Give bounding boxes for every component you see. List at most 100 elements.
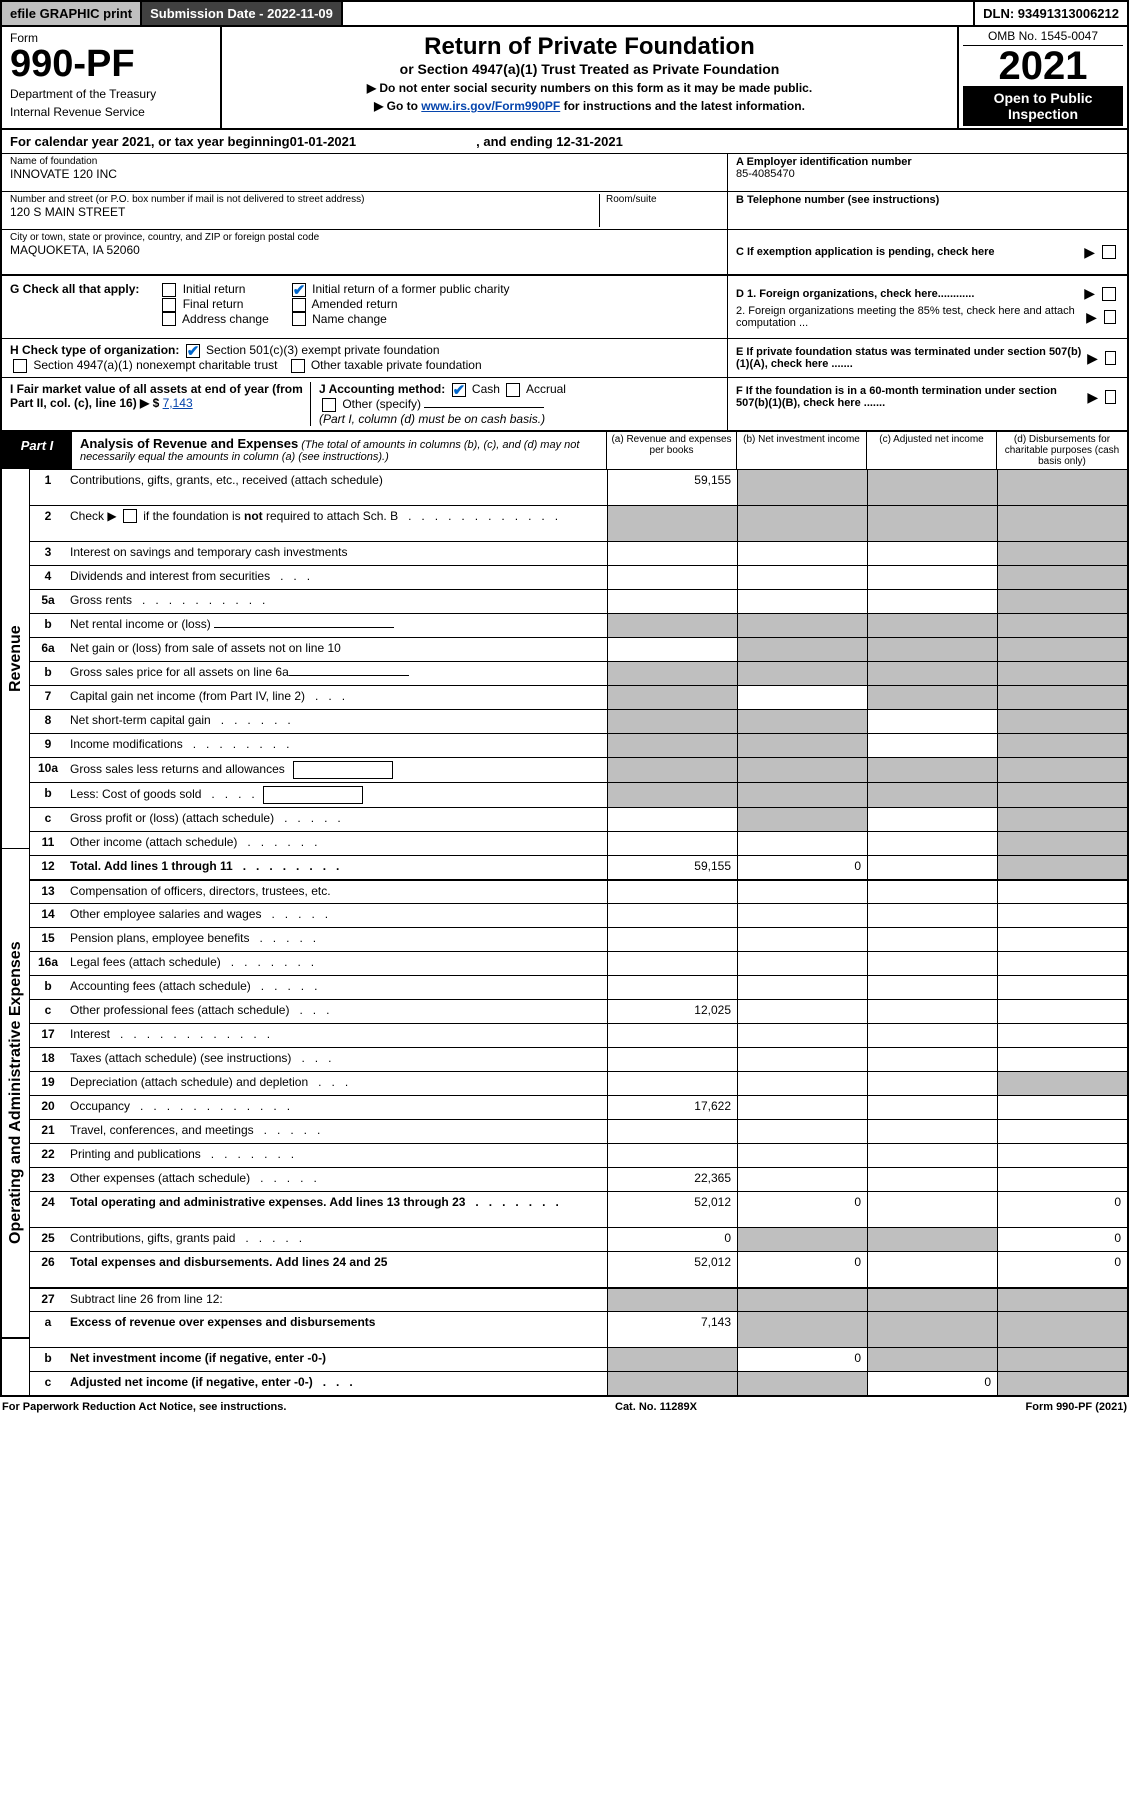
part1-title: Analysis of Revenue and Expenses	[80, 436, 298, 451]
checkbox-4947[interactable]	[13, 359, 27, 373]
checkbox-d2[interactable]	[1104, 310, 1116, 324]
arrow-icon: ▶	[1084, 244, 1095, 261]
line-num: 10a	[30, 758, 66, 782]
cell-b: 0	[737, 856, 867, 879]
line-desc: Depreciation (attach schedule) and deple…	[66, 1072, 607, 1095]
line-num: b	[30, 1348, 66, 1371]
line-desc: Net gain or (loss) from sale of assets n…	[66, 638, 607, 661]
line-num: 4	[30, 566, 66, 589]
initial-former-label: Initial return of a former public charit…	[312, 282, 509, 296]
line-num: a	[30, 1312, 66, 1347]
irs-label: Internal Revenue Service	[10, 105, 212, 119]
part1-header: Part I Analysis of Revenue and Expenses …	[0, 430, 1129, 469]
form-number: 990-PF	[10, 45, 212, 83]
checkbox-other-taxable[interactable]	[291, 359, 305, 373]
line-num: 2	[30, 506, 66, 541]
line-desc: Adjusted net income (if negative, enter …	[66, 1372, 607, 1395]
checkbox-c[interactable]	[1102, 245, 1116, 259]
line-desc: Subtract line 26 from line 12:	[66, 1289, 607, 1311]
checkbox-cash[interactable]	[452, 383, 466, 397]
col-d-header: (d) Disbursements for charitable purpose…	[997, 432, 1127, 469]
other-specify-label: Other (specify)	[342, 397, 421, 411]
arrow-icon: ▶	[1084, 285, 1095, 302]
calendar-year-row: For calendar year 2021, or tax year begi…	[0, 130, 1129, 154]
cell-a: 0	[607, 1228, 737, 1251]
phone-label: B Telephone number (see instructions)	[736, 194, 1119, 206]
initial-return-label: Initial return	[183, 282, 246, 296]
line-num: 27	[30, 1289, 66, 1311]
line-desc: Dividends and interest from securities .…	[66, 566, 607, 589]
line-num: b	[30, 783, 66, 807]
d2-label: 2. Foreign organizations meeting the 85%…	[736, 305, 1086, 329]
line-desc: Travel, conferences, and meetings . . . …	[66, 1120, 607, 1143]
footer-center: Cat. No. 11289X	[615, 1401, 697, 1413]
line-num: 22	[30, 1144, 66, 1167]
expenses-vert-label: Operating and Administrative Expenses	[2, 849, 30, 1339]
checkbox-address[interactable]	[162, 312, 176, 326]
line-desc: Gross rents . . . . . . . . . .	[66, 590, 607, 613]
line-desc: Excess of revenue over expenses and disb…	[66, 1312, 607, 1347]
final-return-label: Final return	[183, 297, 244, 311]
line-desc: Pension plans, employee benefits . . . .…	[66, 928, 607, 951]
line-desc: Total expenses and disbursements. Add li…	[66, 1252, 607, 1287]
h1-label: Section 501(c)(3) exempt private foundat…	[206, 343, 439, 357]
checkbox-f[interactable]	[1105, 390, 1116, 404]
dept-treasury: Department of the Treasury	[10, 87, 212, 101]
checkbox-e[interactable]	[1105, 351, 1116, 365]
line-desc: Interest on savings and temporary cash i…	[66, 542, 607, 565]
line-desc: Less: Cost of goods sold . . . .	[66, 783, 607, 807]
line-num: 19	[30, 1072, 66, 1095]
instruction-2: ▶ Go to www.irs.gov/Form990PF for instru…	[234, 99, 945, 113]
city-label: City or town, state or province, country…	[10, 232, 719, 243]
revenue-vert-label: Revenue	[2, 469, 30, 849]
line-num: c	[30, 1000, 66, 1023]
line-desc: Gross sales less returns and allowances	[66, 758, 607, 782]
cell-a: 12,025	[607, 1000, 737, 1023]
arrow-icon: ▶	[1087, 389, 1098, 406]
line-desc: Printing and publications . . . . . . .	[66, 1144, 607, 1167]
line-num: b	[30, 614, 66, 637]
checkbox-initial-former[interactable]	[292, 283, 306, 297]
line-num: b	[30, 976, 66, 999]
line-num: 17	[30, 1024, 66, 1047]
line-num: 12	[30, 856, 66, 879]
cell-c: 0	[867, 1372, 997, 1395]
form-header: Form 990-PF Department of the Treasury I…	[0, 27, 1129, 130]
irs-link[interactable]: www.irs.gov/Form990PF	[421, 99, 560, 113]
line-num: 6a	[30, 638, 66, 661]
cell-a: 52,012	[607, 1192, 737, 1227]
line-num: 1	[30, 470, 66, 505]
line-desc: Other income (attach schedule) . . . . .…	[66, 832, 607, 855]
checkbox-other-method[interactable]	[322, 398, 336, 412]
checkbox-d1[interactable]	[1102, 287, 1116, 301]
ein-label: A Employer identification number	[736, 156, 1119, 168]
line-num: 20	[30, 1096, 66, 1119]
checkbox-501c3[interactable]	[186, 344, 200, 358]
checkbox-name-change[interactable]	[292, 312, 306, 326]
checkbox-final[interactable]	[162, 298, 176, 312]
h-label: H Check type of organization:	[10, 343, 179, 357]
street-value: 120 S MAIN STREET	[10, 205, 599, 219]
tax-year: 2021	[963, 46, 1123, 86]
i-label: I Fair market value of all assets at end…	[10, 382, 303, 410]
line-num: 18	[30, 1048, 66, 1071]
cash-label: Cash	[472, 382, 500, 396]
cell-d: 0	[997, 1252, 1127, 1287]
cell-b: 0	[737, 1252, 867, 1287]
checkbox-schb[interactable]	[123, 509, 137, 523]
line-desc: Other expenses (attach schedule) . . . .…	[66, 1168, 607, 1191]
instruction-1: ▶ Do not enter social security numbers o…	[234, 81, 945, 95]
line-num: 23	[30, 1168, 66, 1191]
cell-b: 0	[737, 1192, 867, 1227]
e-label: E If private foundation status was termi…	[736, 346, 1087, 370]
checkbox-initial[interactable]	[162, 283, 176, 297]
fmv-value[interactable]: 7,143	[163, 396, 193, 410]
line-desc: Legal fees (attach schedule) . . . . . .…	[66, 952, 607, 975]
dln-number: DLN: 93491313006212	[975, 2, 1127, 25]
checkbox-amended[interactable]	[292, 298, 306, 312]
efile-button[interactable]: efile GRAPHIC print	[2, 2, 142, 25]
line-desc: Compensation of officers, directors, tru…	[66, 881, 607, 903]
checkbox-accrual[interactable]	[506, 383, 520, 397]
footer-left: For Paperwork Reduction Act Notice, see …	[2, 1401, 286, 1413]
cell-a: 22,365	[607, 1168, 737, 1191]
